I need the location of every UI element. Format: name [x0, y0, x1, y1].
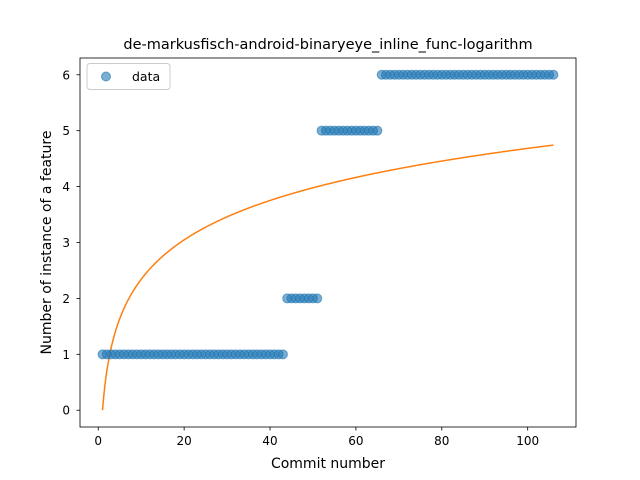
- x-tick-label: 100: [516, 434, 539, 448]
- data-point: [277, 349, 288, 360]
- data-point: [548, 69, 559, 80]
- y-tick-label: 3: [62, 236, 70, 250]
- data-point: [312, 293, 323, 304]
- x-axis-label: Commit number: [271, 456, 385, 472]
- legend-box: [86, 63, 171, 90]
- legend-marker-data: [101, 71, 111, 82]
- y-axis-label: Number of instance of a feature: [39, 131, 55, 355]
- fit-line: [101, 144, 554, 411]
- fit-layer: [101, 144, 554, 411]
- legend-label-data: data: [132, 69, 160, 84]
- y-tick-label: 1: [62, 348, 70, 362]
- y-tick-label: 6: [62, 68, 70, 82]
- y-tick-label: 2: [62, 292, 70, 306]
- x-tick-label: 40: [262, 434, 277, 448]
- x-tick-label: 60: [348, 434, 363, 448]
- plot-background: [80, 58, 576, 427]
- y-tick-label: 5: [62, 124, 70, 138]
- x-tick-label: 80: [434, 434, 449, 448]
- x-tick-label: 20: [176, 434, 191, 448]
- data-point: [372, 125, 383, 136]
- axes-layer: 0 20 40 60 80 100 0 1 2 3 4 5 6: [62, 57, 577, 448]
- x-tick-label: 0: [94, 434, 102, 448]
- y-tick-label: 4: [62, 180, 70, 194]
- y-tick-label: 0: [62, 404, 70, 418]
- points-layer: [97, 69, 559, 360]
- legend: data: [86, 63, 171, 90]
- chart-title: de-markusfisch-android-binaryeye_inline_…: [123, 37, 532, 53]
